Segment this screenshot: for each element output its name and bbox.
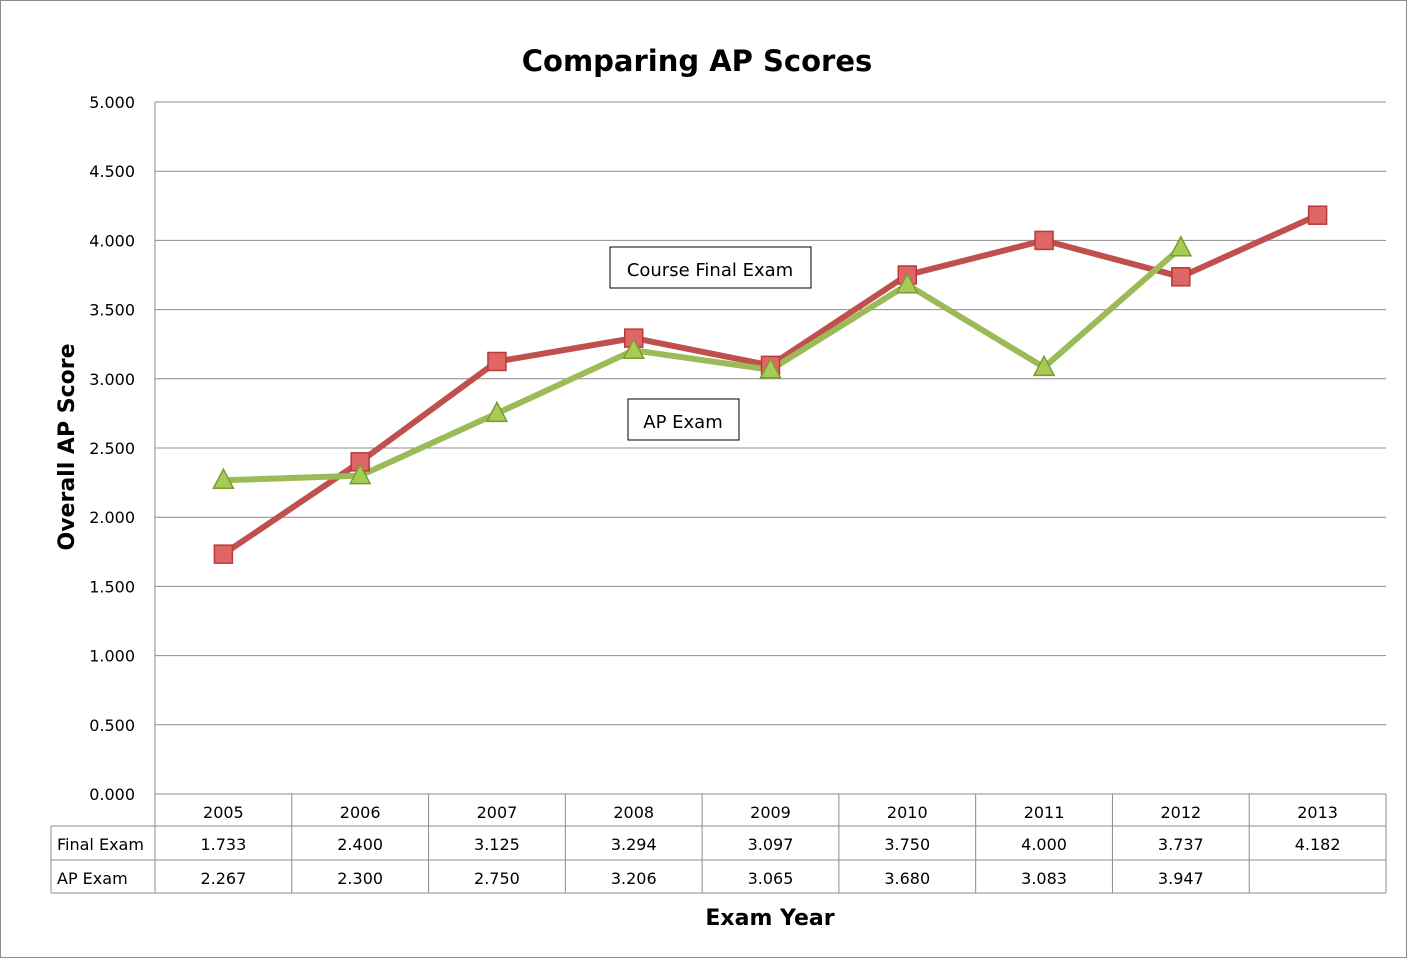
y-tick-label: 0.000: [89, 785, 135, 804]
data-label: 3.083: [1021, 869, 1067, 888]
y-tick-label: 4.000: [89, 231, 135, 250]
y-tick-label: 0.500: [89, 716, 135, 735]
data-table: 2005 2006 2007 2008 2009 2010 2011 2012 2013 Fina…: [50, 793, 1387, 894]
plot-series: [212, 205, 1328, 564]
data-label: 3.947: [1158, 869, 1204, 888]
x-tick-label: 2011: [1024, 803, 1065, 822]
y-tick-label: 3.000: [89, 370, 135, 389]
annotation-ap-exam: AP Exam: [643, 412, 722, 433]
y-tick-label: 2.500: [89, 439, 135, 458]
data-point-final-exam: [1307, 205, 1328, 225]
data-point-ap-exam: [212, 467, 235, 489]
data-point-ap-exam: [485, 400, 509, 423]
table-row-label: AP Exam: [57, 869, 128, 888]
y-tick-label: 3.500: [89, 301, 135, 320]
data-point-final-exam: [1171, 267, 1191, 287]
data-label: 4.182: [1295, 835, 1341, 854]
x-tick-label: 2012: [1160, 803, 1201, 822]
chart-title: Comparing AP Scores: [522, 44, 873, 78]
x-tick-label: 2005: [203, 803, 244, 822]
y-tick-label: 5.000: [89, 93, 135, 112]
series-line-ap-exam: [220, 244, 1184, 484]
data-label: 2.300: [337, 869, 383, 888]
x-tick-label: 2007: [477, 803, 518, 822]
table-row-label: Final Exam: [57, 835, 144, 854]
data-label: 4.000: [1021, 835, 1067, 854]
data-label: 2.400: [337, 835, 383, 854]
data-label: 3.097: [748, 835, 794, 854]
data-label: 3.065: [748, 869, 794, 888]
data-point-ap-exam: [1169, 235, 1193, 257]
data-point-ap-exam: [348, 463, 372, 485]
data-point-ap-exam: [622, 337, 645, 360]
annotations: Course Final Exam AP Exam: [609, 246, 812, 441]
y-tick-label: 1.500: [89, 577, 135, 596]
data-label: 3.680: [884, 869, 930, 888]
x-tick-label: 2008: [613, 803, 654, 822]
data-label: 2.267: [200, 869, 246, 888]
y-tick-label: 1.000: [89, 647, 135, 666]
data-label: 3.206: [611, 869, 657, 888]
x-axis-title: Exam Year: [705, 906, 834, 931]
gridlines: [154, 101, 1386, 795]
y-tick-label: 2.000: [89, 508, 135, 527]
annotation-box-course-final-exam: [609, 246, 812, 289]
data-label: 1.733: [200, 835, 246, 854]
x-tick-label: 2009: [750, 803, 791, 822]
x-tick-label: 2013: [1297, 803, 1338, 822]
data-point-ap-exam: [1032, 354, 1056, 377]
data-label: 3.750: [884, 835, 930, 854]
data-point-final-exam: [487, 351, 507, 372]
y-tick-label: 4.500: [89, 162, 135, 181]
data-label: 3.737: [1158, 835, 1204, 854]
annotation-box-ap-exam: [627, 398, 740, 441]
data-point-ap-exam: [759, 357, 782, 379]
data-label: 3.125: [474, 835, 520, 854]
annotation-course-final-exam: Course Final Exam: [627, 260, 793, 281]
x-tick-label: 2010: [887, 803, 928, 822]
data-label: 3.294: [611, 835, 657, 854]
data-label: 2.750: [474, 869, 520, 888]
y-axis-tick-labels: 0.000 0.500 1.000 1.500 2.000 2.500 3.000 3.500…: [89, 93, 135, 804]
y-axis-title: Overall AP Score: [55, 344, 80, 551]
data-point-final-exam: [213, 544, 234, 564]
x-tick-label: 2006: [340, 803, 381, 822]
data-point-final-exam: [1034, 230, 1054, 251]
data-point-ap-exam: [896, 272, 919, 294]
